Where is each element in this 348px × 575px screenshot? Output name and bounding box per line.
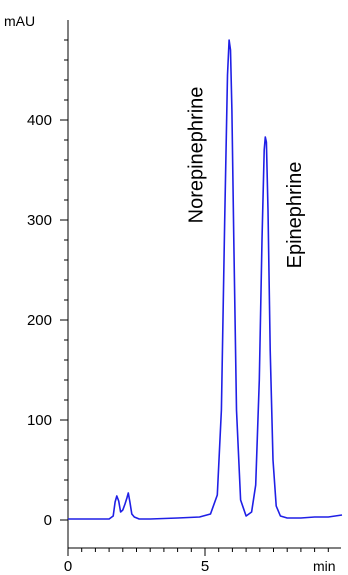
y-tick-label: 200 bbox=[27, 312, 52, 329]
y-tick-label: 300 bbox=[27, 212, 52, 229]
peak-label: Norepinephrine bbox=[185, 87, 207, 224]
y-tick-label: 400 bbox=[27, 112, 52, 129]
y-tick-label: 0 bbox=[44, 512, 52, 529]
peak-annotations: Norepinephrine Epinephrine bbox=[185, 87, 306, 269]
y-tick-label: 100 bbox=[27, 412, 52, 429]
y-axis-unit-label: mAU bbox=[4, 13, 35, 29]
y-ticks: 0 100 200 300 400 bbox=[27, 112, 68, 529]
peak-label: Epinephrine bbox=[284, 162, 306, 269]
x-tick-label: 5 bbox=[201, 558, 209, 575]
x-tick-label: 0 bbox=[64, 558, 72, 575]
x-minor-ticks bbox=[81, 548, 329, 552]
y-minor-ticks bbox=[64, 39, 68, 501]
x-axis-unit-label: min bbox=[313, 558, 336, 574]
chromatogram-trace bbox=[68, 39, 343, 520]
